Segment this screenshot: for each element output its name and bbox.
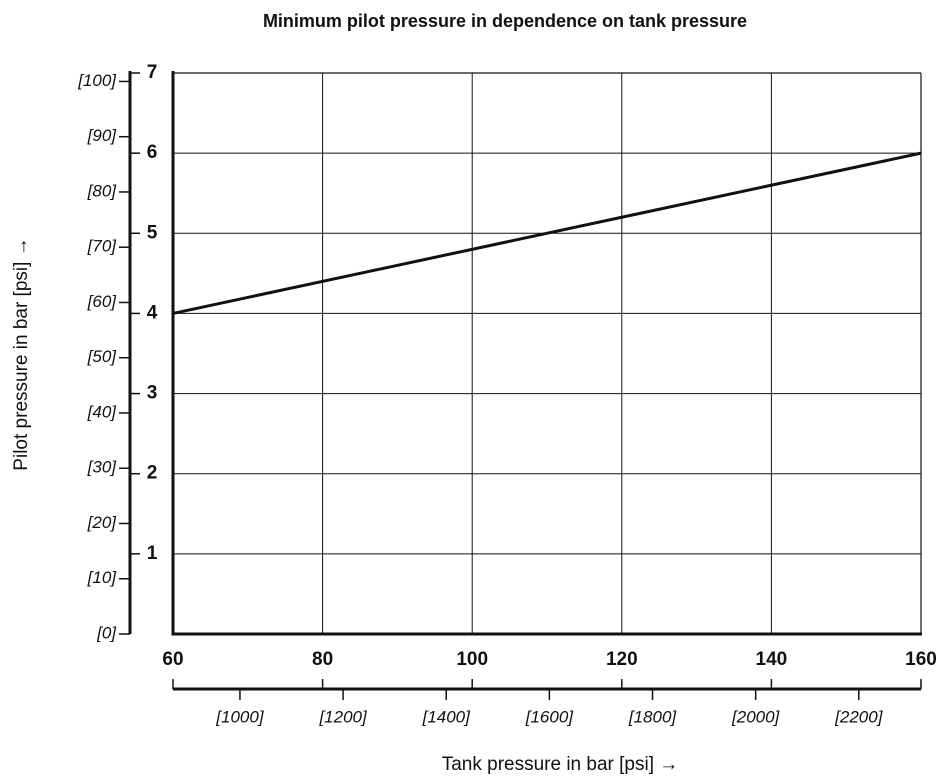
y2-tick-label: [90] xyxy=(87,126,118,145)
y2-tick-label: [60] xyxy=(87,292,118,311)
y2-tick-label: [40] xyxy=(87,402,118,421)
y-tick-label: 1 xyxy=(147,543,158,564)
y-axis-label: Pilot pressure in bar [psi] → xyxy=(11,237,32,470)
y-tick-label: 2 xyxy=(147,463,158,484)
x2-tick-label: [1600] xyxy=(525,707,575,726)
y-tick-label: 7 xyxy=(147,62,158,83)
y-tick-label: 6 xyxy=(147,142,158,163)
y2-tick-label: [70] xyxy=(87,237,118,256)
y-tick-label: 5 xyxy=(147,222,158,243)
y2-tick-label: [30] xyxy=(87,458,118,477)
x2-tick-label: [1800] xyxy=(628,707,678,726)
y2-tick-label: [80] xyxy=(87,181,118,200)
x2-tick-label: [2000] xyxy=(731,707,781,726)
y-tick-label: 4 xyxy=(147,302,158,323)
x-axis-label: Tank pressure in bar [psi] → xyxy=(442,754,679,775)
chart-title: Minimum pilot pressure in dependence on … xyxy=(263,11,747,31)
x2-tick-label: [1200] xyxy=(318,707,368,726)
x-tick-label: 140 xyxy=(756,649,788,670)
x-tick-label: 160 xyxy=(905,649,937,670)
x2-tick-label: [1000] xyxy=(215,707,265,726)
x-tick-label: 60 xyxy=(162,649,183,670)
x2-tick-label: [1400] xyxy=(422,707,472,726)
y-tick-label: 3 xyxy=(147,383,158,404)
x-tick-label: 80 xyxy=(312,649,333,670)
y2-tick-label: [50] xyxy=(87,347,118,366)
x-tick-label: 120 xyxy=(606,649,638,670)
y2-tick-label: [10] xyxy=(87,568,118,587)
y2-tick-label: [100] xyxy=(77,71,117,90)
y2-tick-label: [0] xyxy=(96,623,117,642)
data-line xyxy=(172,151,922,315)
x-tick-label: 100 xyxy=(456,649,488,670)
x2-tick-label: [2200] xyxy=(834,707,884,726)
y2-tick-label: [20] xyxy=(87,513,118,532)
